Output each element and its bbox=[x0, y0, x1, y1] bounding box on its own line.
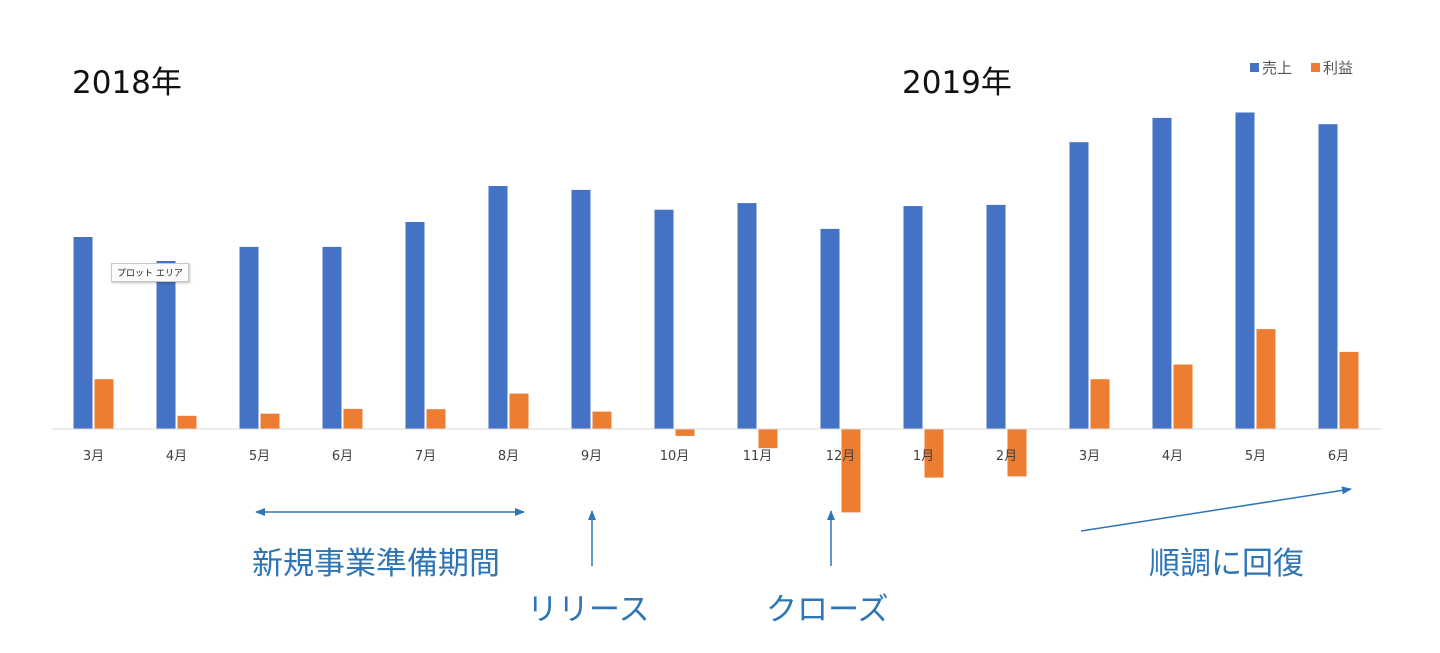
sales-bar-1[interactable] bbox=[73, 237, 93, 429]
x-tick-label-6: 8月 bbox=[498, 449, 519, 464]
x-tick-label-12: 2月 bbox=[996, 449, 1017, 464]
profit-bar-9[interactable] bbox=[758, 429, 778, 449]
profit-bar-11[interactable] bbox=[924, 429, 944, 478]
x-tick-label-1: 3月 bbox=[83, 449, 104, 464]
profit-bar-8[interactable] bbox=[675, 429, 695, 436]
sales-bar-3[interactable] bbox=[239, 246, 259, 429]
profit-bar-13[interactable] bbox=[1090, 379, 1110, 429]
x-tick-label-14: 4月 bbox=[1162, 449, 1183, 464]
x-tick-label-2: 4月 bbox=[166, 449, 187, 464]
plot-area[interactable] bbox=[73, 112, 1359, 513]
x-tick-label-13: 3月 bbox=[1079, 449, 1100, 464]
x-tick-label-4: 6月 bbox=[332, 449, 353, 464]
sales-bar-12[interactable] bbox=[986, 204, 1006, 429]
x-tick-label-15: 5月 bbox=[1245, 449, 1266, 464]
sales-bar-8[interactable] bbox=[654, 209, 674, 429]
year-label-2019: 2019年 bbox=[902, 65, 1012, 101]
legend: 売上 利益 bbox=[1250, 59, 1353, 77]
year-label-2018: 2018年 bbox=[72, 65, 182, 101]
sales-bar-15[interactable] bbox=[1235, 112, 1255, 430]
profit-bar-7[interactable] bbox=[592, 411, 612, 429]
annotation-recovery: 順調に回復 bbox=[1149, 546, 1304, 582]
profit-bar-12[interactable] bbox=[1007, 429, 1027, 477]
x-tick-label-10: 12月 bbox=[826, 449, 856, 464]
profit-bar-1[interactable] bbox=[94, 379, 114, 429]
sales-bar-13[interactable] bbox=[1069, 142, 1089, 429]
profit-bar-5[interactable] bbox=[426, 409, 446, 429]
profit-bar-2[interactable] bbox=[177, 415, 197, 429]
x-tick-label-5: 7月 bbox=[415, 449, 436, 464]
x-tick-label-11: 1月 bbox=[913, 449, 934, 464]
profit-bar-15[interactable] bbox=[1256, 329, 1276, 429]
x-tick-label-16: 6月 bbox=[1328, 449, 1349, 464]
sales-bar-6[interactable] bbox=[488, 186, 508, 429]
profit-bar-16[interactable] bbox=[1339, 351, 1359, 429]
sales-bar-4[interactable] bbox=[322, 246, 342, 429]
profit-bar-6[interactable] bbox=[509, 393, 529, 429]
sales-bar-7[interactable] bbox=[571, 189, 591, 429]
profit-bar-4[interactable] bbox=[343, 408, 363, 429]
annotation-close: クローズ bbox=[766, 592, 888, 628]
recovery-arrow bbox=[1080, 486, 1352, 532]
x-tick-label-8: 10月 bbox=[660, 449, 690, 464]
profit-bar-10[interactable] bbox=[841, 429, 861, 513]
sales-bar-9[interactable] bbox=[737, 203, 757, 429]
x-tick-label-3: 5月 bbox=[249, 449, 270, 464]
x-tick-label-7: 9月 bbox=[581, 449, 602, 464]
legend-label-profit: 利益 bbox=[1323, 59, 1353, 77]
legend-label-sales: 売上 bbox=[1262, 59, 1292, 77]
plot-area-tooltip: プロット エリア bbox=[111, 263, 189, 282]
legend-swatch-sales bbox=[1250, 63, 1259, 72]
annotation-release: リリース bbox=[527, 592, 649, 628]
profit-bar-14[interactable] bbox=[1173, 364, 1193, 430]
legend-swatch-profit bbox=[1311, 63, 1320, 72]
sales-bar-10[interactable] bbox=[820, 228, 840, 429]
annotation-preparation-period: 新規事業準備期間 bbox=[252, 546, 500, 582]
profit-bar-3[interactable] bbox=[260, 413, 280, 429]
sales-bar-16[interactable] bbox=[1318, 124, 1338, 429]
x-tick-label-9: 11月 bbox=[743, 449, 773, 464]
sales-bar-2[interactable] bbox=[156, 261, 176, 429]
x-axis-ticks: 3月 4月 5月 6月 7月 8月 9月 10月 11月 12月 1月 2月 3月 4月 5月 6月 bbox=[83, 449, 1349, 464]
sales-bar-14[interactable] bbox=[1152, 117, 1172, 430]
annotations: 新規事業準備期間 リリース クローズ 順調に回復 bbox=[252, 486, 1352, 628]
sales-bar-5[interactable] bbox=[405, 222, 425, 429]
sales-bar-11[interactable] bbox=[903, 206, 923, 429]
